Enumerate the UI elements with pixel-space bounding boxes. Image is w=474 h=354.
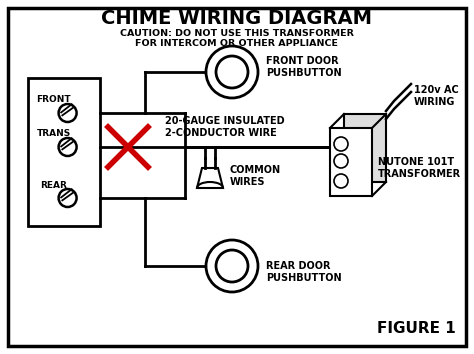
Circle shape (334, 174, 348, 188)
Circle shape (334, 154, 348, 168)
Text: REAR: REAR (40, 181, 67, 189)
Circle shape (335, 175, 347, 187)
Circle shape (216, 56, 248, 88)
Text: TRANS: TRANS (36, 130, 71, 138)
Text: CHIME WIRING DIAGRAM: CHIME WIRING DIAGRAM (101, 8, 373, 28)
Circle shape (334, 137, 348, 151)
Text: FRONT DOOR
PUSHBUTTON: FRONT DOOR PUSHBUTTON (266, 56, 342, 78)
Circle shape (335, 138, 347, 150)
Text: FOR INTERCOM OR OTHER APPLIANCE: FOR INTERCOM OR OTHER APPLIANCE (136, 40, 338, 48)
Circle shape (59, 189, 77, 207)
Circle shape (206, 46, 258, 98)
Text: 120v AC
WIRING: 120v AC WIRING (414, 85, 459, 107)
Text: FRONT: FRONT (36, 96, 71, 104)
Text: COMMON
WIRES: COMMON WIRES (230, 165, 281, 187)
Text: REAR DOOR
PUSHBUTTON: REAR DOOR PUSHBUTTON (266, 261, 342, 283)
Circle shape (216, 250, 248, 282)
Text: CAUTION: DO NOT USE THIS TRANSFORMER: CAUTION: DO NOT USE THIS TRANSFORMER (120, 29, 354, 39)
Bar (344, 114, 386, 182)
Text: NUTONE 101T
TRANSFORMER: NUTONE 101T TRANSFORMER (378, 157, 461, 179)
Bar (28, 78, 100, 226)
Text: 20-GAUGE INSULATED
2-CONDUCTOR WIRE: 20-GAUGE INSULATED 2-CONDUCTOR WIRE (165, 116, 284, 138)
Circle shape (59, 138, 77, 156)
Polygon shape (197, 168, 223, 188)
Bar (330, 128, 372, 196)
Text: FIGURE 1: FIGURE 1 (377, 321, 456, 336)
Circle shape (335, 155, 347, 167)
Circle shape (59, 104, 77, 122)
Circle shape (206, 240, 258, 292)
